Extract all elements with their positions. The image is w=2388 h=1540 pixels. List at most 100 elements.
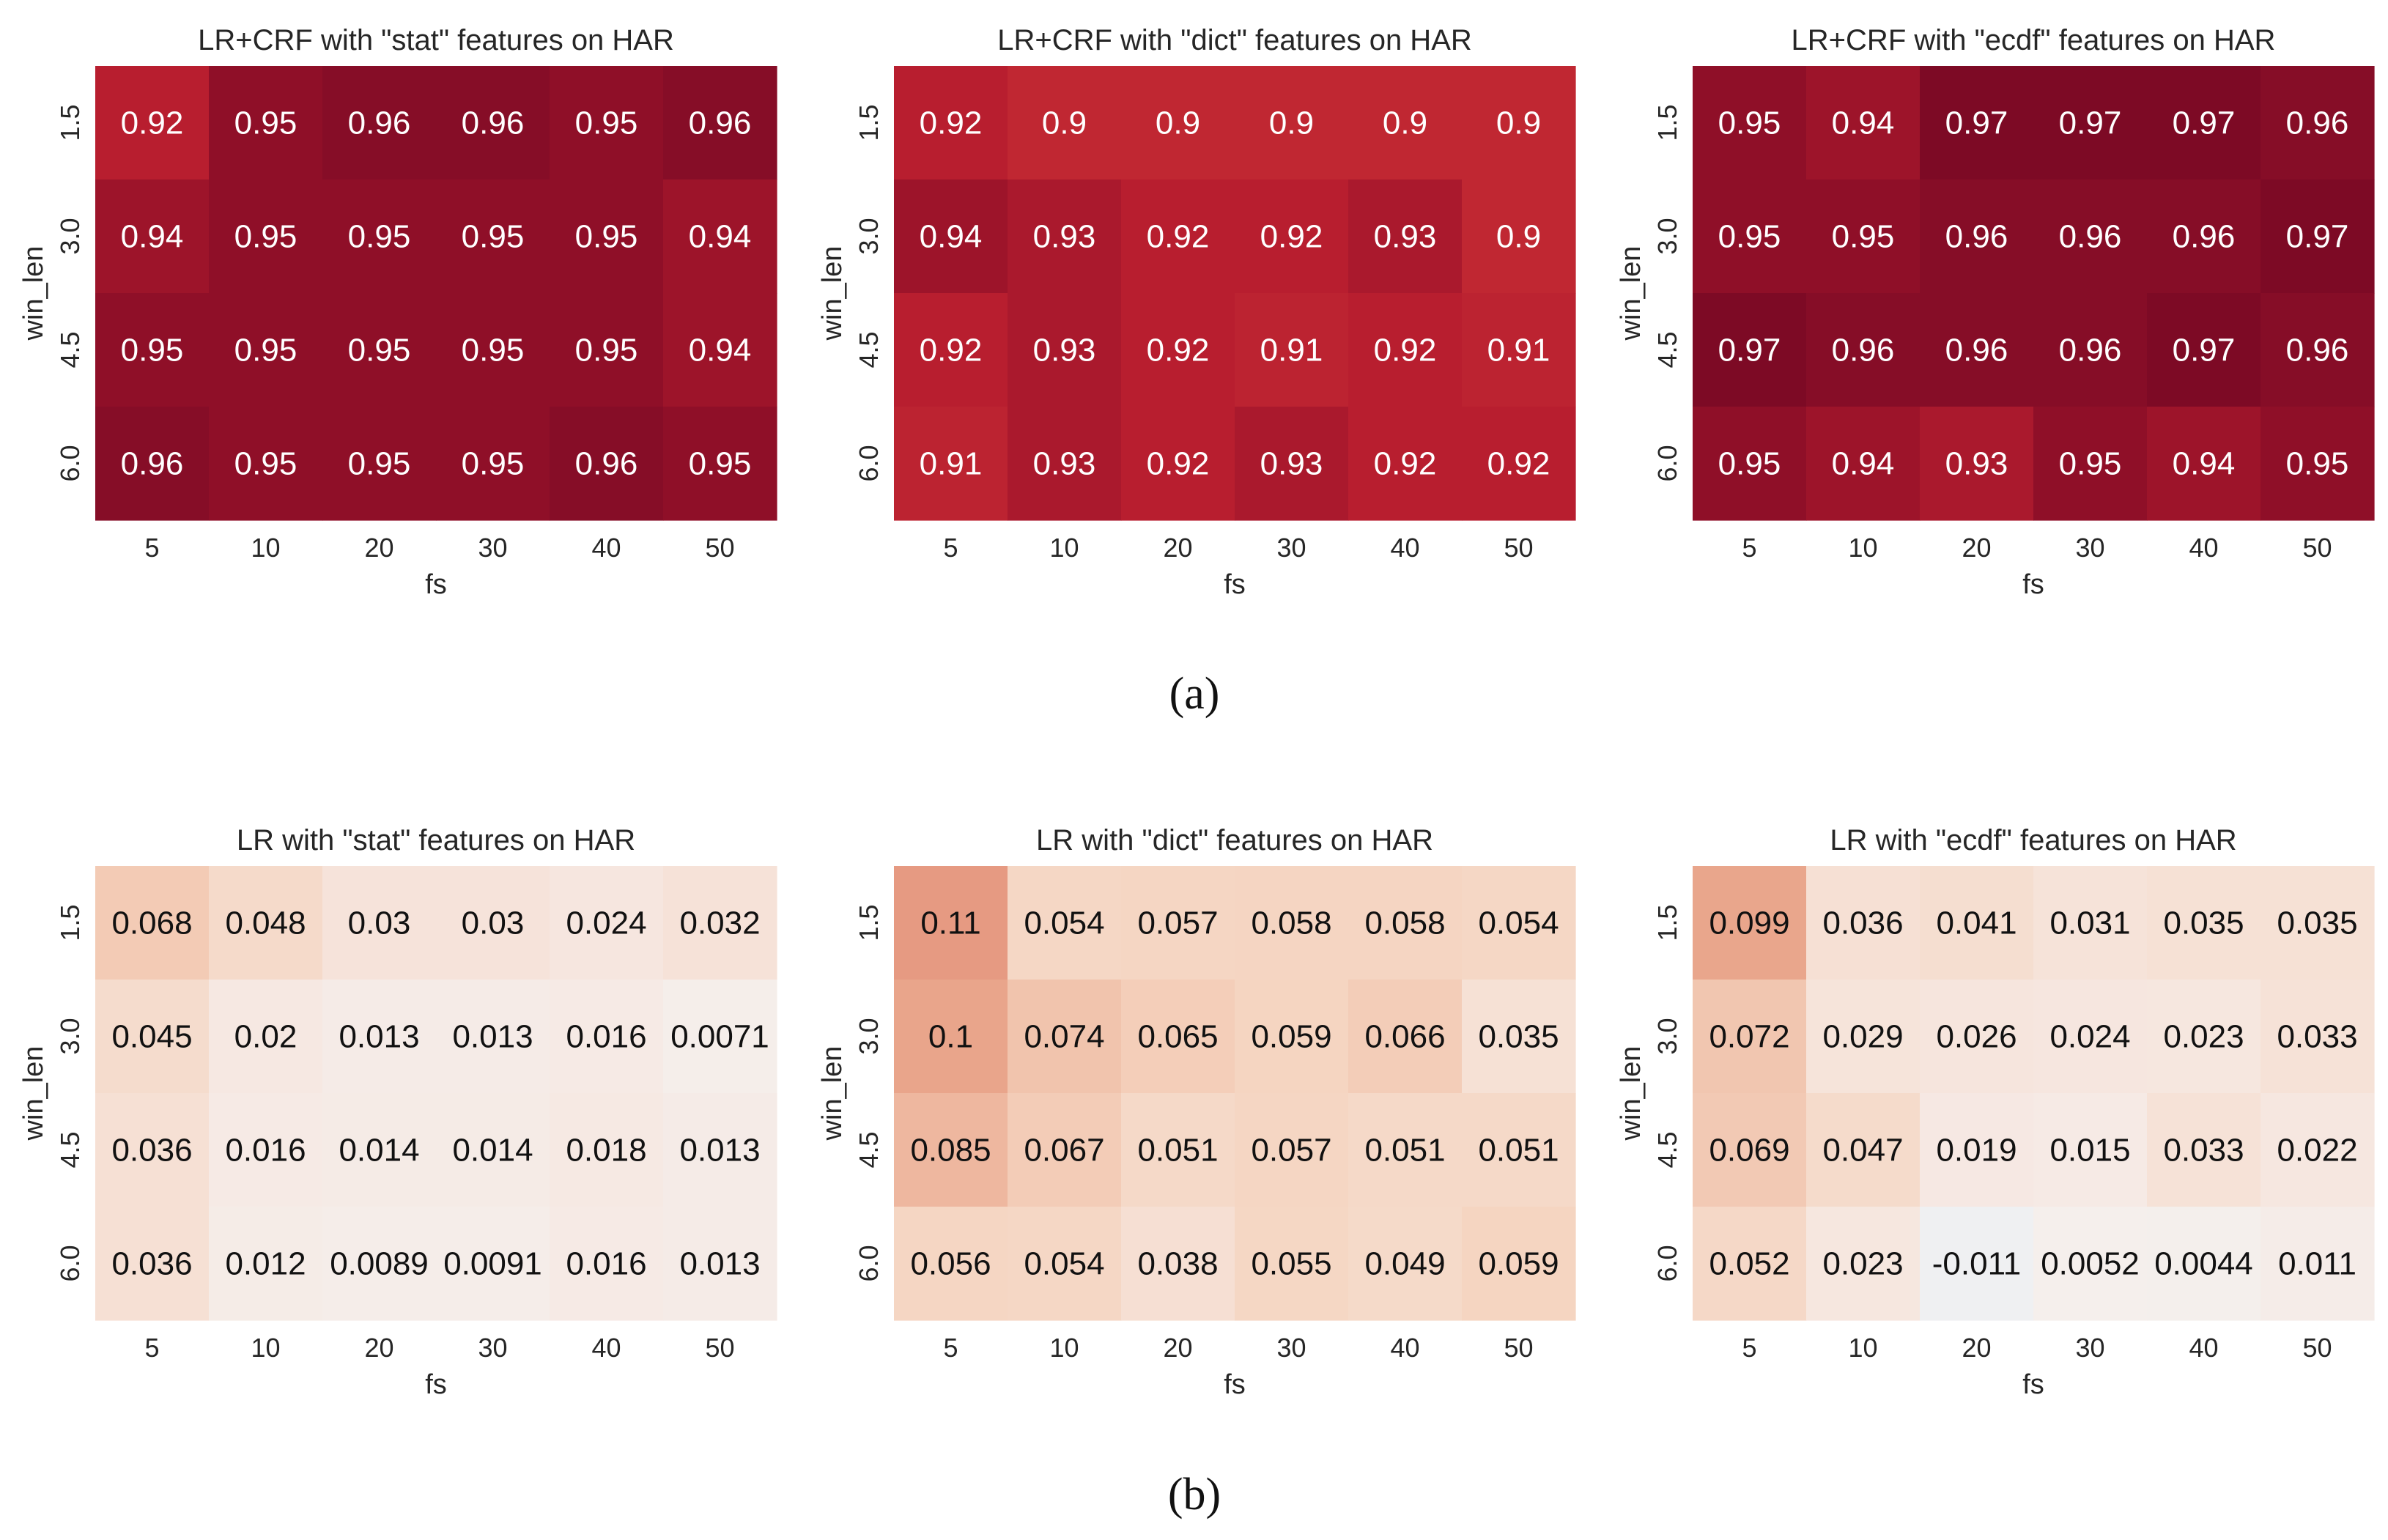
- cell-label: 0.018: [566, 1133, 646, 1169]
- cell-label: 0.95: [462, 219, 525, 255]
- cell-label: 0.96: [2059, 219, 2122, 255]
- cell-label: 0.03: [348, 906, 411, 941]
- heatmap-cell: [95, 407, 210, 521]
- cell-label: 0.041: [1936, 906, 2017, 941]
- x-tick-label: 5: [943, 1333, 958, 1363]
- heatmap-cell: [1920, 66, 2034, 180]
- x-tick-label: 5: [1742, 533, 1756, 563]
- x-tick-label: 30: [2075, 1333, 2104, 1363]
- cell-label: 0.96: [2173, 219, 2236, 255]
- y-tick-label: 6.0: [1652, 1245, 1682, 1281]
- y-tick-label: 1.5: [55, 904, 85, 941]
- heatmap-cell: [322, 66, 437, 180]
- cell-label: 0.0071: [670, 1019, 769, 1055]
- y-tick-label: 4.5: [1652, 331, 1682, 368]
- cell-label: 0.93: [1945, 446, 2008, 482]
- y-axis-label: win_len: [817, 246, 848, 341]
- cell-label: 0.95: [348, 446, 411, 482]
- heatmap-cell: [1693, 179, 1807, 294]
- heatmap-cell: [1693, 980, 1807, 1094]
- cell-label: 0.045: [111, 1019, 192, 1055]
- heatmap-cell: [1806, 179, 1921, 294]
- heatmap-cell: [1806, 1207, 1921, 1321]
- cell-label: 0.054: [1024, 1246, 1104, 1282]
- heatmap-cell: [1235, 407, 1349, 521]
- cell-label: 0.065: [1137, 1019, 1218, 1055]
- heatmap-cell: [95, 293, 210, 407]
- heatmap-cell: [436, 1093, 550, 1207]
- heatmap-cell: [1920, 179, 2034, 294]
- x-tick-label: 40: [591, 1333, 621, 1363]
- heatmap-cell: [1462, 980, 1576, 1094]
- cell-label: 0.0091: [443, 1246, 542, 1282]
- heatmap-cell: [1693, 866, 1807, 980]
- heatmap-cell: [1121, 407, 1235, 521]
- cell-label: 0.9: [1496, 105, 1541, 141]
- y-tick-label: 4.5: [55, 1131, 85, 1168]
- cell-label: 0.97: [1945, 105, 2008, 141]
- cell-label: 0.93: [1033, 333, 1096, 369]
- heatmap-cell: [1920, 1093, 2034, 1207]
- x-axis-label: fs: [425, 569, 447, 600]
- cell-label: 0.94: [121, 219, 184, 255]
- x-axis-label: fs: [2022, 569, 2044, 600]
- y-axis-label: win_len: [18, 246, 49, 341]
- cell-label: 0.96: [121, 446, 184, 482]
- heatmap-cell: [1235, 1207, 1349, 1321]
- cell-label: 0.97: [2173, 105, 2236, 141]
- heatmap-cell: [1806, 980, 1921, 1094]
- cell-label: 0.95: [462, 446, 525, 482]
- cell-label: 0.95: [575, 219, 638, 255]
- cell-label: 0.95: [1832, 219, 1895, 255]
- heatmap-cell: [550, 980, 664, 1094]
- y-axis-label: win_len: [18, 1046, 49, 1141]
- heatmap-panel-3: LR+CRF with "ecdf" features on HAR 0.95 0.…: [1616, 24, 2375, 600]
- cell-label: 0.026: [1936, 1019, 2017, 1055]
- cell-label: 0.014: [452, 1133, 533, 1169]
- caption-b: (b): [1168, 1470, 1221, 1519]
- heatmap-cell: [95, 1207, 210, 1321]
- heatmap-cell: [1235, 1093, 1349, 1207]
- cell-label: 0.95: [689, 446, 752, 482]
- panel-title: LR+CRF with "dict" features on HAR: [997, 24, 1472, 56]
- heatmap-cell: [436, 293, 550, 407]
- heatmap-cell: [1462, 1093, 1576, 1207]
- y-tick-label: 1.5: [1652, 904, 1682, 941]
- y-tick-label: 6.0: [854, 445, 884, 481]
- cell-label: 0.94: [1832, 446, 1895, 482]
- heatmap-cell: [663, 66, 777, 180]
- y-tick-label: 3.0: [55, 1018, 85, 1054]
- heatmap-cell: [550, 66, 664, 180]
- heatmap-cell: [1121, 1207, 1235, 1321]
- x-tick-label: 10: [1848, 1333, 1877, 1363]
- cell-label: 0.02: [234, 1019, 297, 1055]
- cell-label: 0.92: [1147, 446, 1210, 482]
- cell-label: 0.012: [225, 1246, 306, 1282]
- heatmap-cell: [436, 66, 550, 180]
- heatmap-cell: [894, 866, 1008, 980]
- heatmap-panel-6: LR with "ecdf" features on HAR 0.099 0.036…: [1616, 824, 2375, 1400]
- cell-label: 0.024: [566, 906, 646, 941]
- heatmap-cell: [436, 179, 550, 294]
- heatmap-cell: [2033, 1207, 2148, 1321]
- heatmap-cell: [2033, 980, 2148, 1094]
- cell-label: 0.9: [1383, 105, 1427, 141]
- x-tick-label: 5: [943, 533, 958, 563]
- cell-label: 0.022: [2277, 1133, 2357, 1169]
- heatmap-cell: [436, 407, 550, 521]
- cell-label: 0.048: [225, 906, 306, 941]
- heatmap-cell: [322, 407, 437, 521]
- cell-label: 0.95: [234, 219, 297, 255]
- heatmap-cell: [663, 1093, 777, 1207]
- cell-label: 0.03: [462, 906, 525, 941]
- heatmap-cell: [663, 407, 777, 521]
- heatmap-cell: [1806, 866, 1921, 980]
- cell-label: 0.96: [462, 105, 525, 141]
- cell-label: 0.085: [910, 1133, 991, 1169]
- y-tick-label: 6.0: [55, 1245, 85, 1281]
- heatmap-cell: [436, 866, 550, 980]
- heatmap-cell: [550, 866, 664, 980]
- heatmap-cell: [2033, 293, 2148, 407]
- cell-label: 0.92: [1487, 446, 1550, 482]
- heatmap-cell: [322, 866, 437, 980]
